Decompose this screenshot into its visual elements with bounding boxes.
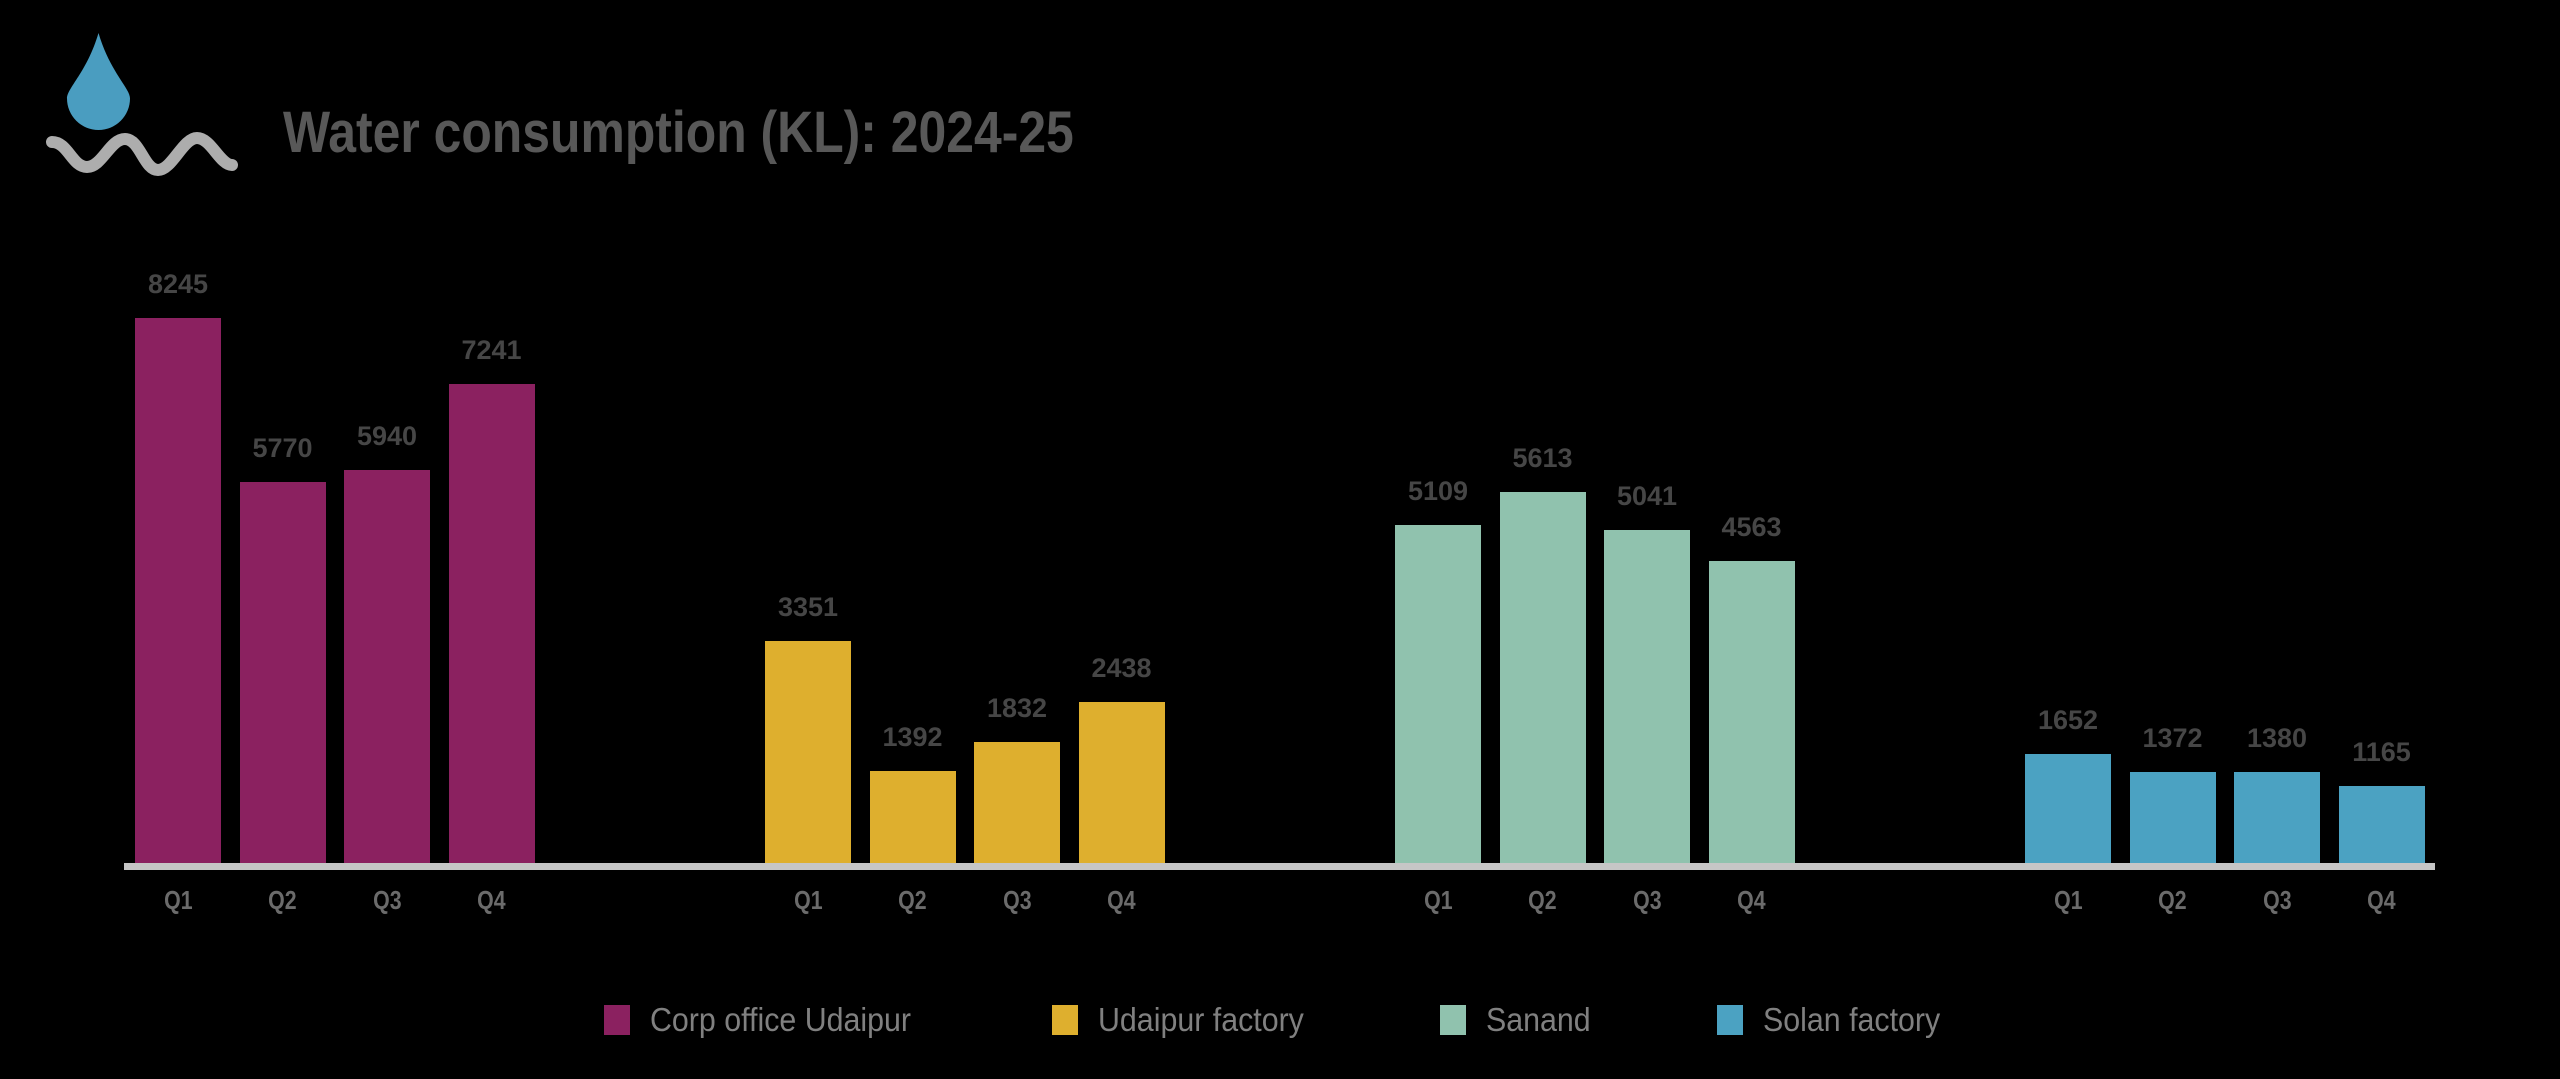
category-label-q2: Q2 [1460, 885, 1626, 915]
legend-item-udaipur-factory: Udaipur factory [1051, 1001, 1322, 1039]
category-label-text: Q1 [1423, 885, 1453, 915]
bar-value-label: 5041 [1616, 480, 1678, 511]
bar [2025, 753, 2111, 863]
category-label-text: Q4 [477, 885, 506, 915]
category-label-text: Q2 [2158, 885, 2187, 915]
bar-value-label: 5770 [252, 432, 313, 463]
page-title: Water consumption (KL): 2024-25 [283, 100, 1074, 165]
bar [2338, 785, 2425, 863]
bar-value-label: 5940 [356, 421, 418, 452]
legend-swatch-solan-factory [1717, 1005, 1744, 1035]
category-label-text: Q3 [2262, 885, 2292, 915]
category-label-q3: Q3 [2194, 885, 2360, 915]
chart-legend: Corp office Udaipur Udaipur factory Sanand… [0, 998, 2560, 1042]
category-label-text: Q3 [1002, 885, 1032, 915]
legend-label: Udaipur factory [1097, 1001, 1304, 1038]
category-label-text: Q3 [372, 885, 402, 915]
bar [239, 481, 326, 863]
water-wave-shape [46, 132, 238, 176]
bar [1499, 491, 1586, 863]
category-label-q1: Q1 [1985, 885, 2151, 915]
category-label-text: Q4 [1737, 885, 1766, 915]
category-label-text: Q1 [2053, 885, 2083, 915]
bar-value-label: 7241 [461, 335, 522, 366]
category-label-q3: Q3 [304, 885, 470, 915]
bar-value-label: 3351 [777, 592, 839, 623]
bar-value-label: 1165 [2352, 736, 2411, 767]
legend-item-corp-office-udaipur: Corp office Udaipur [604, 1001, 934, 1039]
legend-label: Sanand [1485, 1001, 1591, 1038]
category-label-q4: Q4 [409, 885, 575, 915]
bar [135, 318, 221, 863]
water-drop-shape [67, 33, 130, 131]
bar-value-label: 1380 [2246, 722, 2308, 753]
bar-value-label: 4563 [1721, 512, 1782, 543]
category-label-q4: Q4 [1669, 885, 1835, 915]
legend-swatch-udaipur-factory [1051, 1005, 1078, 1035]
category-label-q4: Q4 [2299, 885, 2465, 915]
category-label-text: Q4 [2367, 885, 2396, 915]
category-label-text: Q3 [1632, 885, 1662, 915]
bar-value-label: 2438 [1091, 652, 1152, 683]
bar [1604, 529, 1690, 863]
bar [344, 470, 430, 863]
category-label-text: Q4 [1107, 885, 1136, 915]
legend-item-solan-factory: Solan factory [1717, 1001, 1956, 1039]
bar [765, 641, 851, 863]
bar-value-label: 1832 [986, 692, 1048, 723]
category-label-text: Q2 [898, 885, 927, 915]
bar [2129, 772, 2216, 863]
bar [448, 384, 535, 863]
category-label-q3: Q3 [934, 885, 1100, 915]
category-label-q2: Q2 [2090, 885, 2256, 915]
bar [1395, 525, 1481, 863]
category-label-q1: Q1 [1355, 885, 1521, 915]
legend-swatch-sanand [1439, 1005, 1466, 1035]
category-label-q1: Q1 [725, 885, 891, 915]
legend-swatch-corp-office-udaipur [604, 1005, 631, 1035]
category-label-q4: Q4 [1039, 885, 1205, 915]
category-label-q3: Q3 [1564, 885, 1730, 915]
bar [2234, 771, 2320, 863]
bar-value-label: 1652 [2037, 704, 2099, 735]
bar-value-label: 5613 [1512, 442, 1573, 473]
category-label-text: Q1 [163, 885, 193, 915]
bar-value-label: 5109 [1407, 476, 1469, 507]
bar [1078, 701, 1165, 863]
category-label-text: Q2 [268, 885, 297, 915]
bar-value-label: 1372 [2142, 723, 2203, 754]
legend-label: Corp office Udaipur [650, 1001, 912, 1038]
category-label-q1: Q1 [95, 885, 261, 915]
category-label-q2: Q2 [830, 885, 996, 915]
category-label-q2: Q2 [200, 885, 366, 915]
bar [974, 741, 1060, 863]
x-axis-line [124, 863, 2435, 870]
bar [869, 770, 956, 863]
bar-value-label: 8245 [147, 269, 209, 299]
legend-label: Solan factory [1763, 1001, 1941, 1038]
water-drop-icon [46, 33, 238, 176]
bar [1708, 561, 1795, 863]
category-label-text: Q2 [1528, 885, 1557, 915]
bar-value-label: 1392 [882, 721, 943, 752]
legend-item-sanand: Sanand [1439, 1001, 1600, 1039]
category-label-text: Q1 [793, 885, 823, 915]
